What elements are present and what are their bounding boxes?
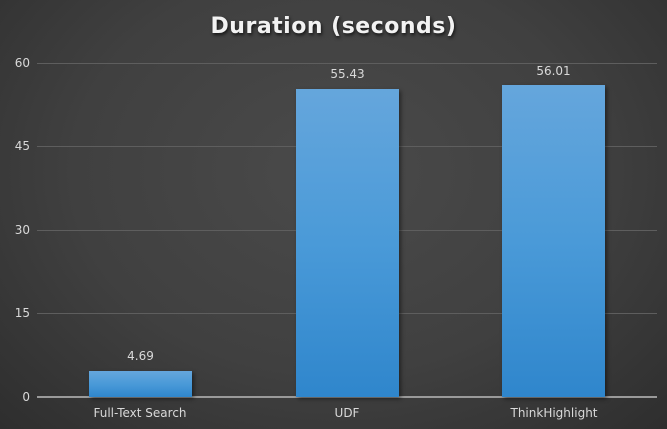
y-tick-0: 0 <box>22 390 30 404</box>
x-axis-line <box>37 396 657 398</box>
bar-thinkhighlight <box>502 85 605 397</box>
x-label-full-text-search: Full-Text Search <box>93 406 187 420</box>
y-tick-30: 30 <box>14 223 30 237</box>
data-label-full-text-search: 4.69 <box>127 349 154 363</box>
data-label-udf: 55.43 <box>330 67 365 81</box>
bar-full-text-search <box>89 371 192 397</box>
x-label-thinkhighlight: ThinkHighlight <box>510 406 598 420</box>
y-tick-15: 15 <box>14 306 30 320</box>
y-tick-60: 60 <box>14 56 30 70</box>
gridline-60 <box>37 63 657 64</box>
chart-title: Duration (seconds) <box>210 14 457 39</box>
x-label-udf: UDF <box>334 406 360 420</box>
data-label-thinkhighlight: 56.01 <box>536 64 571 78</box>
y-tick-45: 45 <box>14 139 30 153</box>
bar-udf <box>296 89 399 397</box>
